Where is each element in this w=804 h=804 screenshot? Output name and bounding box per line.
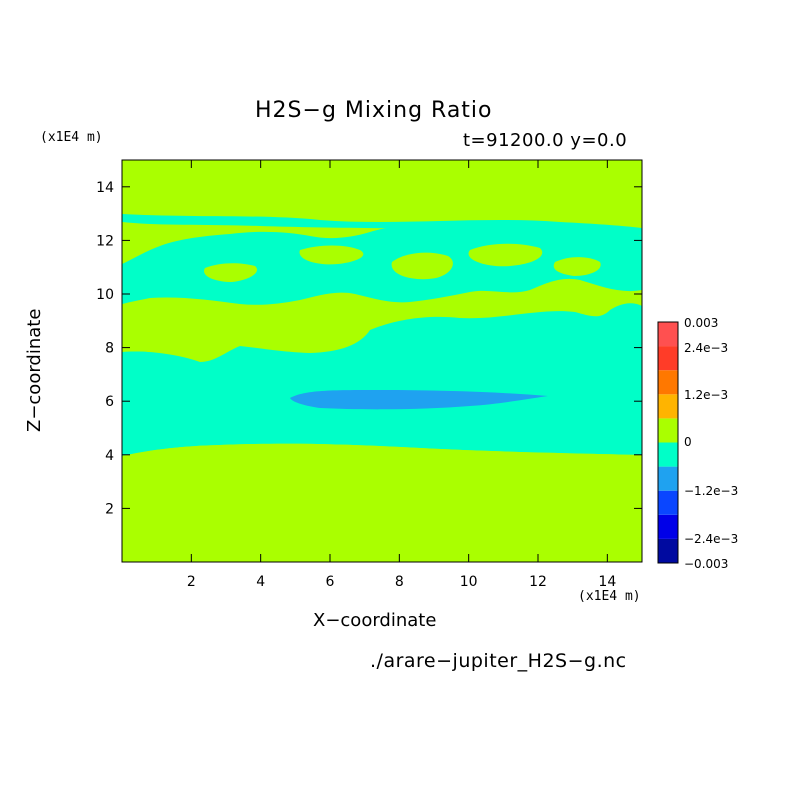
x-axis-unit: (x1E4 m)	[578, 589, 641, 604]
colorbar-swatch	[658, 490, 678, 515]
x-tick-label: 8	[395, 574, 404, 590]
y-tick-label: 2	[105, 501, 114, 517]
x-tick-label: 12	[529, 574, 547, 590]
island-green-6	[281, 320, 322, 337]
colorbar-swatch	[658, 466, 678, 491]
x-ticks: 2 4 6 8 10 12 14	[187, 160, 616, 590]
colorbar-label: 0.003	[684, 316, 718, 330]
chart-title: H2S−g Mixing Ratio	[255, 98, 493, 123]
colorbar-label: −2.4e−3	[684, 532, 738, 546]
island-green-1	[204, 263, 258, 282]
colorbar-swatch	[658, 442, 678, 467]
region-cyan-top-strip	[122, 214, 642, 236]
x-tick-label: 10	[460, 574, 478, 590]
region-cyan-nub-right	[585, 351, 642, 361]
y-tick-label: 14	[96, 180, 114, 196]
chart-subtitle: t=91200.0 y=0.0	[463, 130, 628, 151]
colorbar-label: 1.2e−3	[684, 388, 728, 402]
plot-frame	[121, 159, 643, 563]
x-tick-label: 4	[256, 574, 265, 590]
colorbar-swatch	[658, 538, 678, 563]
colorbar-swatch	[658, 322, 678, 347]
island-green-5	[553, 257, 601, 276]
y-tick-label: 10	[96, 287, 114, 303]
x-axis-label: X−coordinate	[313, 610, 437, 631]
x-tick-label: 6	[326, 574, 335, 590]
x-tick-label: 2	[187, 574, 196, 590]
region-lower-green	[122, 443, 642, 562]
island-green-4	[468, 243, 543, 267]
island-green-2	[299, 245, 364, 265]
region-cyan-band	[122, 303, 642, 562]
colorbar-swatch	[658, 370, 678, 395]
y-tick-label: 8	[105, 341, 114, 357]
region-blue-lens	[290, 390, 548, 410]
colorbar-label: 2.4e−3	[684, 341, 728, 355]
colorbar-label: −1.2e−3	[684, 484, 738, 498]
colorbar-frame	[657, 321, 679, 564]
y-tick-label: 6	[105, 394, 114, 410]
island-green-3	[391, 252, 453, 280]
y-axis-unit: (x1E4 m)	[40, 130, 103, 145]
colorbar-swatch	[658, 514, 678, 539]
region-cyan-nub-left	[122, 351, 160, 360]
colorbar-swatch	[658, 418, 678, 443]
colorbar: 0.003 2.4e−3 1.2e−3 0 −1.2e−3 −2.4e−3 −0.003	[657, 316, 738, 571]
y-tick-label: 4	[105, 448, 114, 464]
y-ticks: 2 4 6 8 10 12 14	[96, 180, 642, 517]
colorbar-swatch	[658, 346, 678, 371]
y-tick-label: 12	[96, 233, 114, 249]
island-green-7	[330, 315, 348, 325]
source-filename: ./arare−jupiter_H2S−g.nc	[370, 650, 627, 672]
colorbar-label: −0.003	[684, 557, 728, 571]
x-tick-label: 14	[598, 574, 616, 590]
colorbar-swatch	[658, 394, 678, 419]
colorbar-label: 0	[684, 435, 692, 449]
